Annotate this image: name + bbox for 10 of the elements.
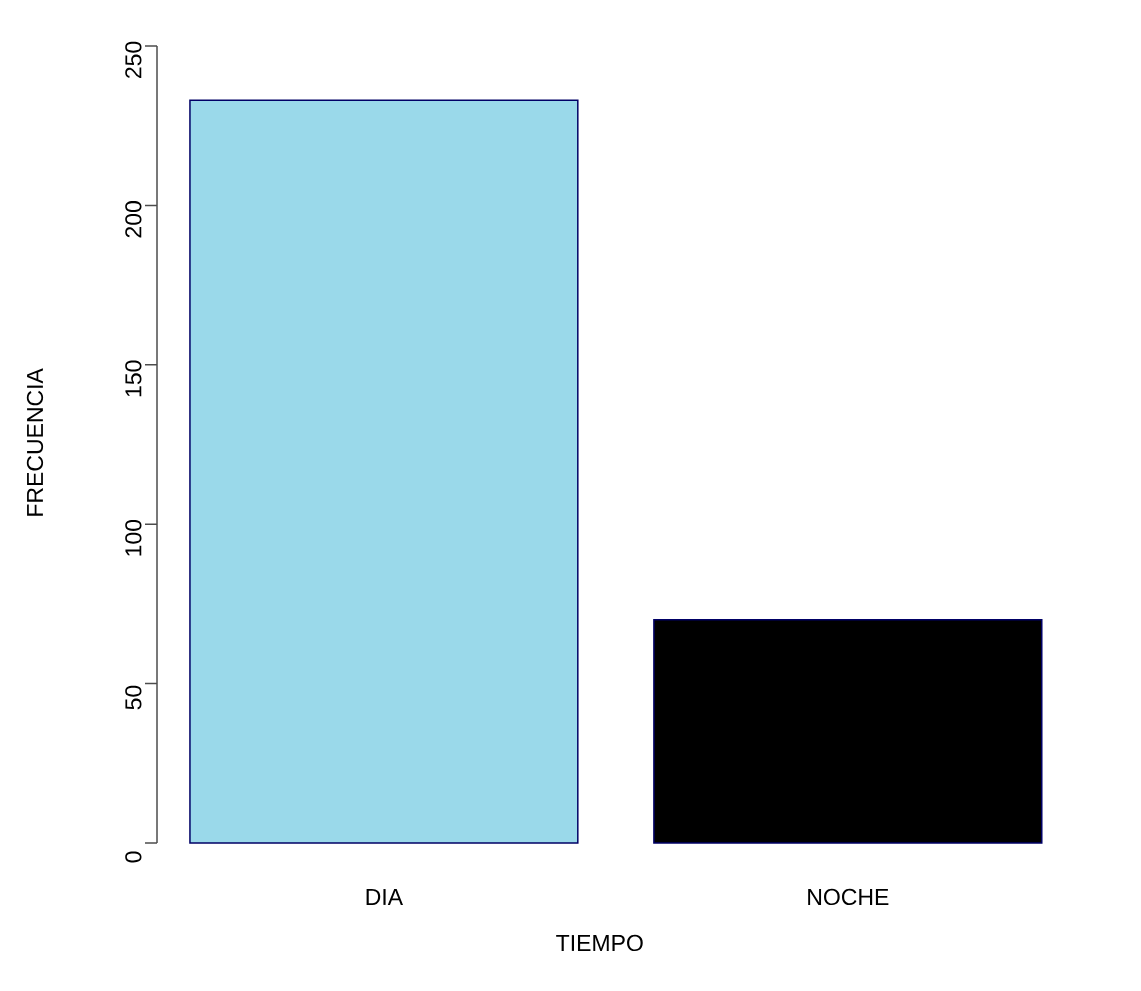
y-tick-label: 50: [125, 685, 142, 710]
y-tick-label: 0: [125, 851, 142, 863]
x-tick-label: DIA: [366, 889, 404, 905]
x-tick-label: NOCHE: [808, 888, 889, 906]
y-tick-label: 250: [125, 41, 142, 79]
y-tick-label: 100: [125, 519, 142, 556]
y-axis-title: FRECUENCIA: [26, 368, 44, 516]
x-axis-title: TIEMPO: [556, 934, 643, 952]
y-tick-label: 150: [125, 360, 142, 397]
y-tick-label: 200: [125, 201, 142, 238]
